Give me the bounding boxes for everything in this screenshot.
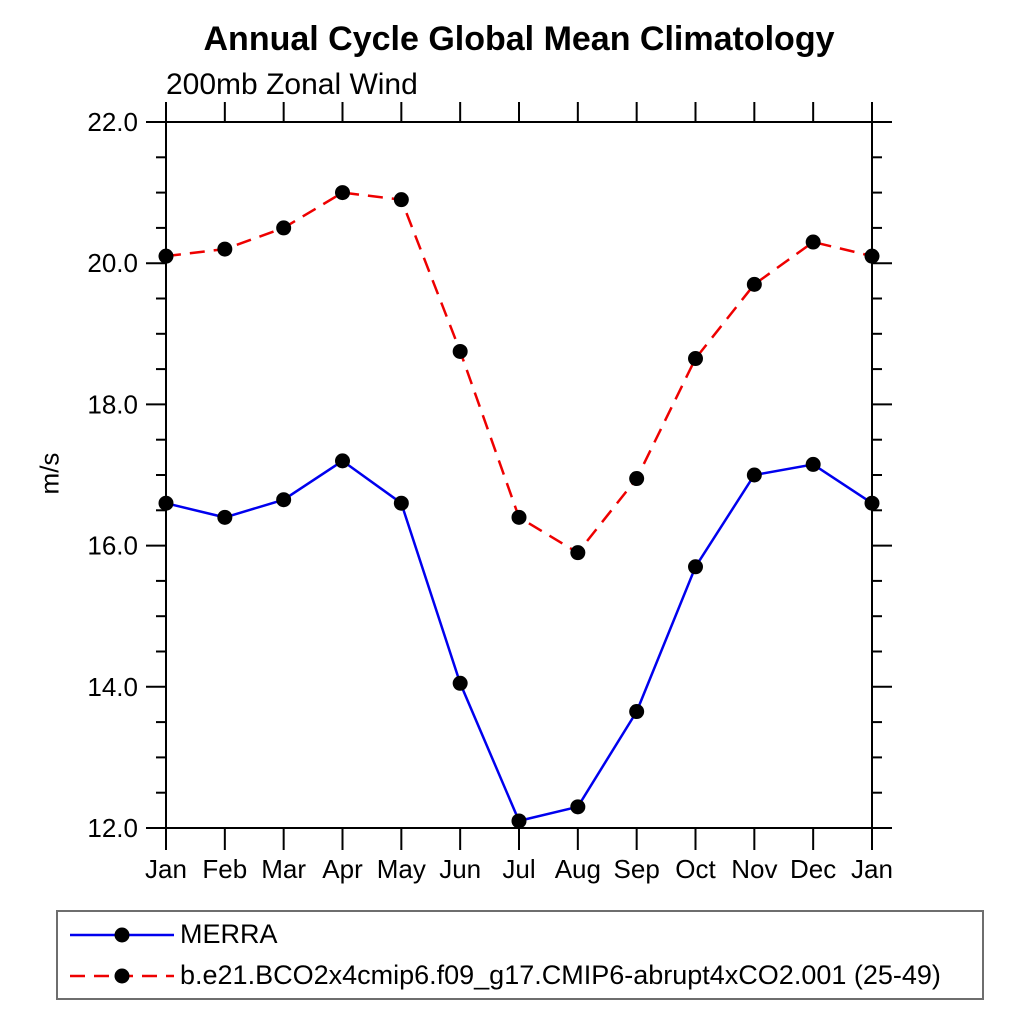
data-point-marker <box>570 545 586 561</box>
x-tick-label: May <box>377 854 426 884</box>
data-point-marker <box>629 471 645 487</box>
y-tick-label: 16.0 <box>87 531 138 561</box>
data-point-marker <box>393 192 409 208</box>
data-point-marker <box>864 248 880 264</box>
legend-marker-dot <box>114 968 130 983</box>
data-point-marker <box>335 453 350 469</box>
data-point-marker <box>452 675 468 691</box>
y-tick-label: 20.0 <box>87 248 138 278</box>
chart-title: Annual Cycle Global Mean Climatology <box>203 20 835 58</box>
legend-item-model: b.e21.BCO2x4cmip6.f09_g17.CMIP6-abrupt4x… <box>66 960 982 991</box>
legend-label-model: b.e21.BCO2x4cmip6.f09_g17.CMIP6-abrupt4x… <box>180 960 941 990</box>
x-tick-label: Oct <box>675 854 716 884</box>
data-point-marker <box>688 351 703 367</box>
data-point-marker <box>158 248 174 264</box>
data-point-marker <box>276 492 292 508</box>
chart-subtitle: 200mb Zonal Wind <box>166 68 418 101</box>
data-point-marker <box>746 467 762 483</box>
y-tick-label: 14.0 <box>87 672 138 702</box>
legend-item-merra: MERRA <box>66 919 982 950</box>
data-point-marker <box>864 495 880 511</box>
x-tick-label: Dec <box>790 854 836 884</box>
legend-marker-dot <box>114 927 130 942</box>
data-point-marker <box>335 185 350 201</box>
legend-line-sample-dashed <box>70 968 174 983</box>
data-point-marker <box>217 241 233 257</box>
x-tick-label: Jul <box>502 854 535 884</box>
legend-line-sample-solid <box>70 927 174 942</box>
y-tick-label: 22.0 <box>87 107 138 137</box>
data-point-marker <box>393 495 409 511</box>
data-point-marker <box>511 509 527 525</box>
y-axis-label: m/s <box>34 452 65 495</box>
x-tick-label: Jan <box>145 854 187 884</box>
data-point-marker <box>570 799 586 815</box>
data-point-marker <box>629 704 645 720</box>
data-point-marker <box>276 220 292 236</box>
x-tick-label: Feb <box>202 854 247 884</box>
x-tick-label: Mar <box>261 854 306 884</box>
legend-box: MERRA b.e21.BCO2x4cmip6.f09_g17.CMIP6-ab… <box>56 910 984 1000</box>
legend-label-merra: MERRA <box>180 919 278 949</box>
x-tick-label: Nov <box>731 854 777 884</box>
data-point-marker <box>217 509 233 525</box>
x-tick-label: Jun <box>439 854 481 884</box>
data-point-marker <box>452 343 468 359</box>
x-tick-label: Jan <box>851 854 893 884</box>
x-tick-label: Aug <box>555 854 601 884</box>
y-tick-label: 12.0 <box>87 813 138 843</box>
y-tick-label: 18.0 <box>87 389 138 419</box>
x-tick-label: Sep <box>614 854 660 884</box>
data-point-marker <box>746 276 762 292</box>
data-point-marker <box>688 559 703 575</box>
data-point-marker <box>158 495 174 511</box>
data-point-marker <box>805 234 821 250</box>
x-tick-label: Apr <box>322 854 363 884</box>
plot-frame <box>165 121 873 829</box>
series-line-1 <box>165 191 873 555</box>
data-point-marker <box>511 813 527 829</box>
data-point-marker <box>805 456 821 472</box>
